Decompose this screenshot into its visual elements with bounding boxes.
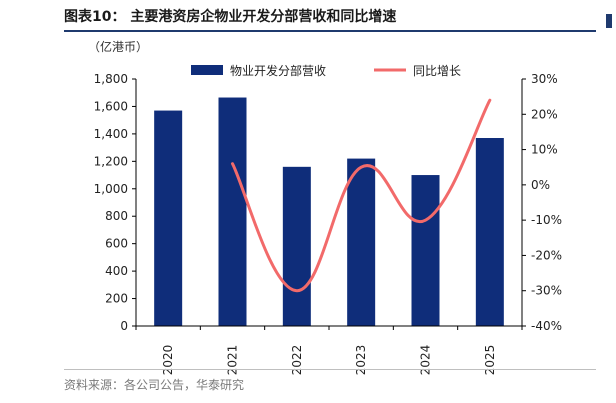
legend-bar-label: 物业开发分部营收 (230, 63, 326, 78)
x-tick-label: 2025 (483, 345, 497, 376)
left-tick-label: 1,200 (94, 154, 128, 168)
legend-line-label: 同比增长 (413, 64, 461, 78)
right-tick-label: -40% (531, 319, 562, 333)
x-tick-label: 2020 (161, 345, 175, 376)
bar-2021 (218, 97, 247, 327)
x-tick-label: 2021 (226, 345, 240, 376)
left-tick-label: 800 (105, 209, 128, 223)
x-tick-label: 2023 (354, 345, 368, 376)
unit-label: （亿港币） (88, 40, 149, 54)
left-tick-label: 400 (105, 264, 128, 278)
bar-2020 (154, 110, 183, 326)
left-tick-label: 0 (120, 319, 128, 333)
footer-divider (64, 369, 596, 370)
right-tick-label: 30% (531, 72, 558, 86)
x-tick-label: 2024 (419, 345, 433, 376)
right-tick-label: -20% (531, 248, 562, 262)
adjacent-figure-edge (604, 0, 616, 403)
source-note: 资料来源：各公司公告，华泰研究 (64, 378, 245, 392)
right-tick-label: 20% (531, 107, 558, 121)
x-tick-label: 2022 (290, 345, 304, 376)
left-tick-label: 600 (105, 237, 128, 251)
right-tick-label: 0% (531, 178, 550, 192)
title-bar: 图表10： 主要港资房企物业开发分部营收和同比增速 (64, 0, 596, 32)
adjacent-title-mark (606, 14, 612, 28)
chart-title: 图表10： 主要港资房企物业开发分部营收和同比增速 (64, 9, 397, 25)
right-tick-label: -10% (531, 213, 562, 227)
left-tick-label: 200 (105, 292, 128, 306)
left-tick-label: 1,800 (94, 72, 128, 86)
right-tick-label: -30% (531, 284, 562, 298)
left-tick-label: 1,400 (94, 127, 128, 141)
legend-bar-swatch (191, 65, 223, 75)
bar-2022 (282, 166, 311, 326)
bar-2023 (347, 158, 376, 326)
left-tick-label: 1,600 (94, 99, 128, 113)
left-tick-label: 1,000 (94, 182, 128, 196)
bar-2024 (411, 175, 440, 326)
bar-2025 (475, 138, 504, 326)
right-tick-label: 10% (531, 143, 558, 157)
